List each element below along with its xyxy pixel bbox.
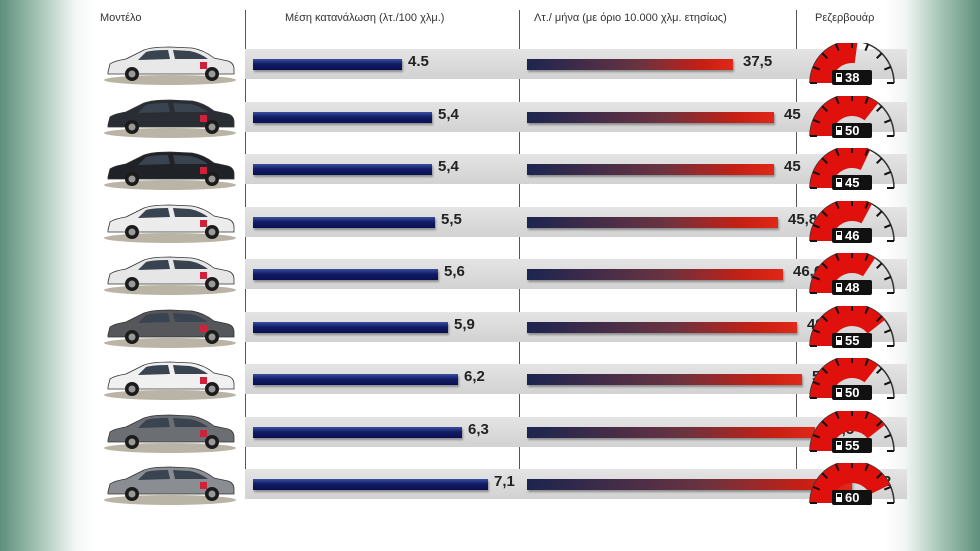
consumption-value: 5,4: [438, 105, 459, 123]
tank-gauge: 50: [802, 355, 902, 402]
tank-value: 55: [845, 437, 860, 453]
monthly-value: 45: [784, 158, 801, 175]
tank-value: 50: [845, 385, 860, 400]
monthly-bar: [527, 321, 797, 333]
monthly-bar: [527, 164, 774, 175]
car-photo: [100, 200, 240, 244]
divider-monthly: [796, 10, 797, 498]
header-consumption: Μέση κατανάλωση (λτ./100 χλμ.): [285, 12, 445, 24]
consumption-bar: [253, 216, 435, 228]
monthly-bar: [527, 374, 802, 385]
monthly-value: 45: [784, 105, 801, 123]
header-monthly: Λτ./ μήνα (με όριο 10.000 χλμ. ετησίως): [534, 12, 727, 24]
consumption-bar: [253, 269, 438, 280]
consumption-value: 5,9: [454, 315, 475, 333]
consumption-bar: [253, 426, 462, 438]
car-photo: [100, 252, 240, 296]
tank-gauge: 45: [802, 145, 902, 192]
consumption-value: 4.5: [408, 53, 429, 70]
header-tank: Ρεζερβουάρ: [815, 12, 875, 24]
tank-value: 45: [845, 175, 860, 190]
car-photo: [100, 357, 240, 401]
monthly-value: 37,5: [743, 53, 773, 70]
consumption-value: 6,3: [468, 420, 489, 438]
car-photo: [100, 42, 240, 86]
divider-consumption: [519, 10, 520, 498]
consumption-value: 5,4: [438, 158, 459, 175]
consumption-bar: [253, 479, 488, 490]
tank-value: 48: [845, 280, 860, 295]
consumption-value: 5,5: [441, 210, 462, 228]
consumption-bar: [253, 111, 432, 123]
tank-gauge: 38: [802, 40, 902, 87]
divider-model: [245, 10, 246, 498]
consumption-bar: [253, 164, 432, 175]
tank-gauge: 55: [802, 407, 902, 455]
monthly-bar: [527, 426, 815, 438]
tank-gauge: 46: [802, 197, 902, 245]
tank-gauge: 60: [802, 460, 902, 507]
consumption-value: 5,6: [444, 263, 465, 280]
car-photo: [100, 462, 240, 506]
consumption-value: 6,2: [464, 368, 485, 385]
monthly-bar: [527, 59, 733, 70]
table-header: Μοντέλο Μέση κατανάλωση (λτ./100 χλμ.) Λ…: [0, 0, 980, 38]
car-photo: [100, 305, 240, 349]
tank-value: 38: [845, 70, 860, 85]
car-photo: [100, 410, 240, 454]
tank-value: 60: [845, 490, 860, 505]
monthly-bar: [527, 216, 778, 228]
car-photo: [100, 147, 240, 191]
header-model: Μοντέλο: [100, 12, 142, 24]
tank-gauge: 55: [802, 302, 902, 350]
monthly-bar: [527, 111, 774, 123]
car-photo: [100, 95, 240, 139]
monthly-bar: [527, 479, 852, 490]
consumption-bar: [253, 59, 402, 70]
tank-value: 46: [845, 227, 860, 243]
tank-gauge: 48: [802, 250, 902, 297]
monthly-value: 45,8: [788, 210, 818, 228]
consumption-value: 7,1: [494, 473, 515, 490]
consumption-bar: [253, 321, 448, 333]
consumption-bar: [253, 374, 458, 385]
monthly-bar: [527, 269, 783, 280]
tank-gauge: 50: [802, 92, 902, 140]
tank-value: 55: [845, 332, 860, 348]
tank-value: 50: [845, 122, 860, 138]
